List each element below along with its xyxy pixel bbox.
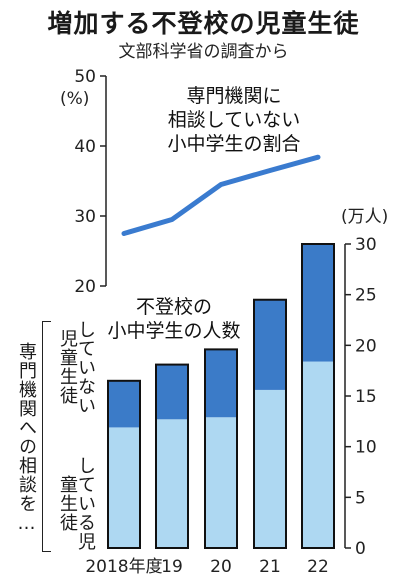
bar-y-tick-label: 5 — [355, 488, 366, 508]
bar-segment — [156, 419, 188, 548]
page-subtitle: 文部科学省の調査から — [118, 42, 289, 62]
label-consulting-text: している児童生徒 — [57, 455, 96, 551]
bar-annotation: 小中学生の人数 — [107, 320, 240, 342]
bar-y-tick-label: 15 — [355, 387, 377, 407]
x-tick-label: 22 — [307, 557, 329, 577]
bar-segment — [108, 427, 140, 548]
bar-outline — [253, 298, 287, 549]
bar-segment — [254, 389, 286, 548]
bar-outline — [155, 363, 189, 549]
line-annotation: 専門機関に — [186, 85, 281, 107]
bar-segment — [205, 349, 237, 418]
label-not-consulting-text: していない児童生徒 — [57, 319, 96, 415]
line-y-tick-label: 40 — [74, 137, 96, 157]
line-series — [121, 154, 321, 236]
x-tick-label: 19 — [161, 557, 183, 577]
bar-outline — [204, 348, 238, 549]
bar-outline — [301, 243, 335, 549]
line-annotation: 相談していない — [168, 109, 300, 131]
x-tick-label: 21 — [259, 557, 281, 577]
group-bracket — [42, 321, 43, 551]
line-annotation: 小中学生の割合 — [167, 133, 300, 155]
bar-segment — [108, 380, 140, 428]
line-y-tick-label: 50 — [74, 67, 96, 87]
group-bracket-top — [42, 321, 51, 322]
label-not-consulting: していない児童生徒 — [50, 312, 96, 422]
group-label: 専門機関への相談を… — [16, 342, 37, 535]
bar-segment — [302, 244, 334, 362]
bar-y-tick-label: 25 — [355, 286, 377, 306]
bar-segment — [205, 417, 237, 548]
page-title: 増加する不登校の児童生徒 — [47, 9, 360, 38]
bar-outline — [107, 379, 141, 549]
x-tick-label: 2018年度 — [85, 557, 162, 577]
bar-segment — [302, 361, 334, 548]
label-consulting: している児童生徒 — [50, 448, 96, 558]
bar-y-unit: (万人) — [341, 207, 388, 227]
bar-y-tick-label: 20 — [355, 336, 377, 356]
line-y-tick-label: 20 — [74, 277, 96, 297]
bar-y-tick-label: 10 — [355, 438, 377, 458]
line-y-unit: (%) — [60, 89, 89, 109]
bar-y-tick-label: 0 — [355, 539, 366, 559]
bar-y-tick-label: 30 — [355, 235, 377, 255]
bar-annotation: 不登校の — [136, 296, 212, 318]
bar-segment — [254, 299, 286, 390]
group-bracket-bottom — [42, 551, 51, 552]
bar-segment — [156, 364, 188, 420]
line-y-tick-label: 30 — [74, 207, 96, 227]
x-tick-label: 20 — [210, 557, 232, 577]
